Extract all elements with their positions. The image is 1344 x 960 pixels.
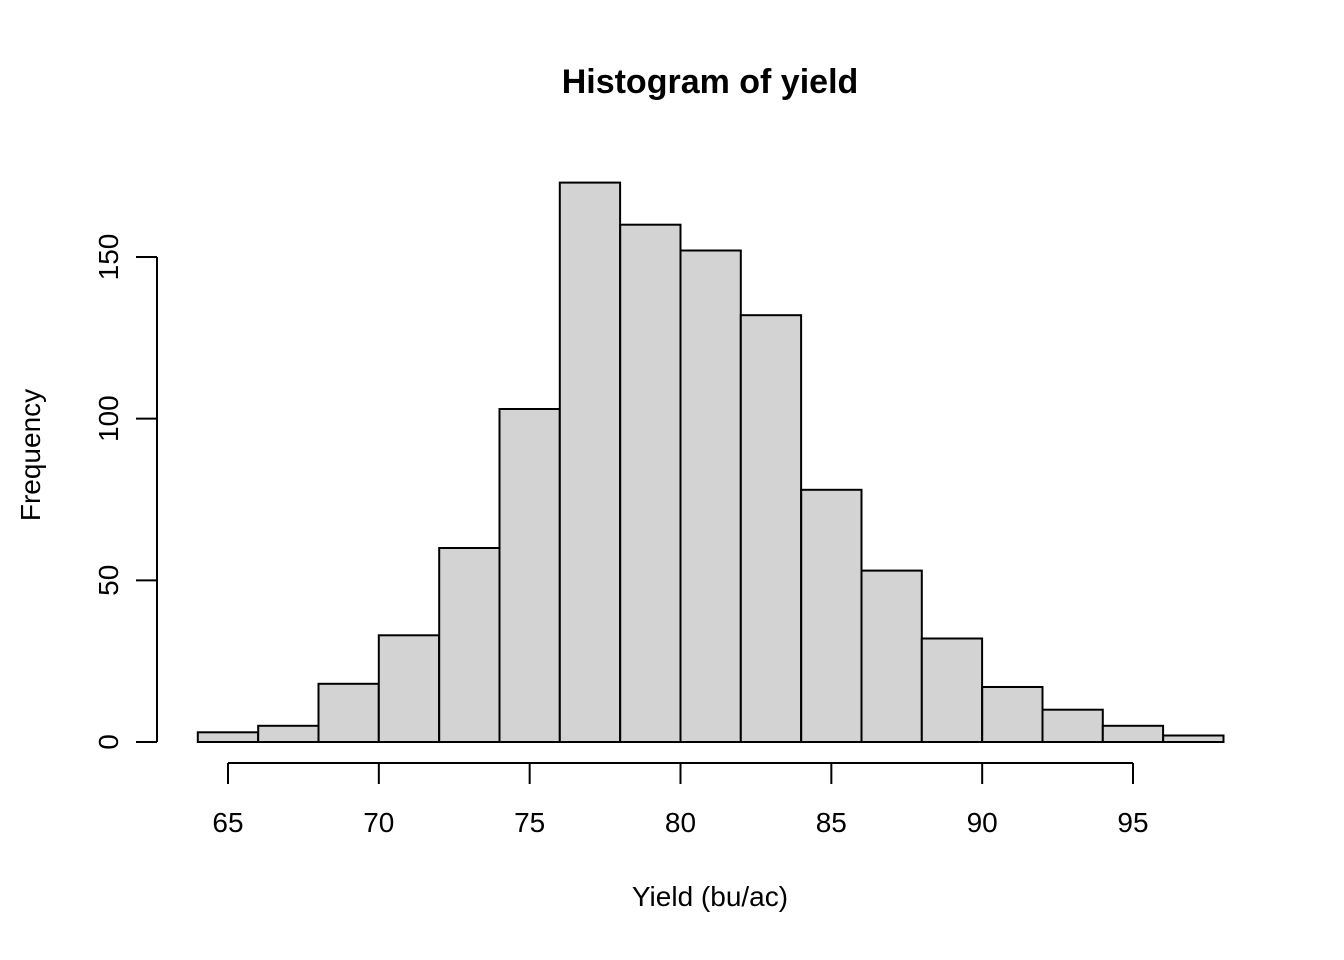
histogram-bar	[257, 724, 320, 743]
x-tick-label: 85	[816, 807, 847, 838]
x-tick-label: 95	[1117, 807, 1148, 838]
histogram-bar	[1041, 708, 1104, 744]
y-tick-label: 50	[93, 565, 124, 596]
x-tick-label: 65	[212, 807, 243, 838]
histogram-bar	[317, 682, 380, 743]
histogram-bar	[1162, 734, 1225, 743]
histogram-bar	[800, 488, 863, 743]
y-tick-label: 100	[93, 395, 124, 442]
y-axis-title: Frequency	[15, 389, 46, 521]
histogram-bar	[920, 637, 984, 743]
histogram-bar	[498, 408, 561, 743]
histogram-bar	[981, 686, 1044, 743]
histogram-bar	[679, 249, 742, 743]
y-tick-label: 150	[93, 234, 124, 281]
histogram-bar	[196, 731, 260, 743]
x-tick-label: 90	[967, 807, 998, 838]
x-tick-label: 70	[363, 807, 394, 838]
histogram-bars	[196, 181, 1225, 744]
x-axis-title: Yield (bu/ac)	[632, 881, 788, 912]
y-tick-label: 0	[93, 734, 124, 750]
histogram-bar	[739, 314, 803, 743]
x-axis: 65 70 75 80 85 90 95	[212, 762, 1149, 838]
histogram-bar	[438, 547, 501, 743]
histogram-bar	[619, 223, 682, 743]
chart-title: Histogram of yield	[562, 63, 859, 101]
histogram-bar	[377, 634, 441, 743]
x-tick-label: 75	[514, 807, 545, 838]
x-tick-label: 80	[665, 807, 696, 838]
histogram-bar	[558, 181, 622, 744]
histogram-bar	[860, 569, 923, 743]
histogram-bar	[1101, 724, 1165, 743]
y-axis: 0 50 100 150	[93, 234, 158, 750]
